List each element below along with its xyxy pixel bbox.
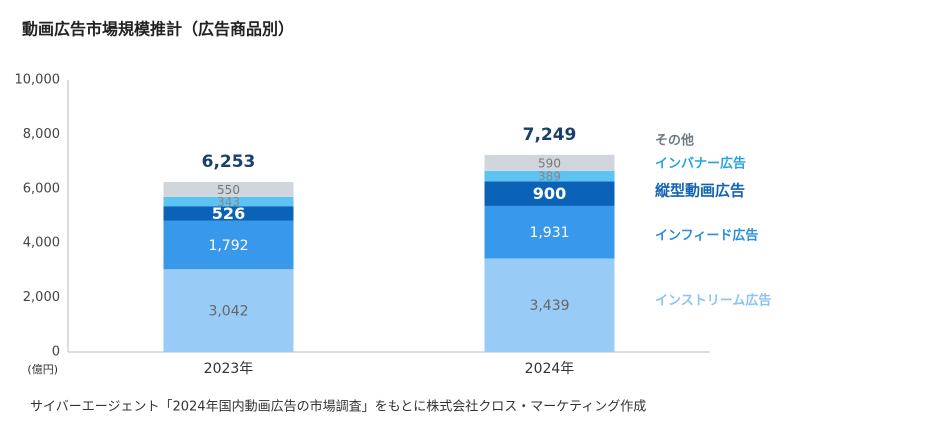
bar-segment	[484, 154, 615, 171]
bar-segment	[163, 181, 294, 197]
y-tick-label: 10,000	[15, 73, 61, 88]
y-tick-label: 0	[52, 345, 60, 360]
bar-segment	[163, 206, 294, 221]
y-unit-label: (億円)	[27, 363, 58, 376]
total-label: 7,249	[523, 125, 577, 145]
data-label: 550	[217, 183, 240, 197]
data-label: 900	[533, 184, 566, 203]
data-label: 389	[538, 170, 561, 184]
bar-segment	[484, 170, 615, 182]
data-label: 590	[538, 156, 561, 170]
bar-segment	[163, 220, 294, 270]
y-tick-label: 8,000	[23, 127, 60, 142]
y-tick-label: 2,000	[23, 290, 60, 305]
legend-label: インバナー広告	[655, 156, 746, 172]
x-tick-label: 2023年	[204, 361, 254, 377]
x-tick-label: 2024年	[525, 361, 575, 377]
bar-segment	[484, 181, 615, 206]
data-label: 526	[212, 204, 245, 223]
data-label: 343	[217, 195, 240, 209]
chart-title: 動画広告市場規模推計（広告商品別）	[22, 20, 294, 39]
data-label: 3,042	[208, 304, 248, 320]
bar-segment	[163, 196, 294, 207]
data-label: 1,931	[529, 225, 569, 241]
legend-label: その他	[655, 133, 694, 149]
total-label: 6,253	[202, 152, 256, 172]
legend-label: インフィード広告	[655, 228, 758, 244]
legend-label: 縦型動画広告	[655, 182, 745, 200]
data-label: 1,792	[208, 238, 248, 254]
legend-label: インストリーム広告	[655, 293, 771, 309]
bar-segment	[484, 205, 615, 259]
bar-segment	[484, 258, 615, 352]
source-note: サイバーエージェント「2024年国内動画広告の市場調査」をもとに株式会社クロス・…	[30, 399, 646, 415]
bar-segment	[163, 269, 294, 352]
data-label: 3,439	[529, 298, 569, 314]
y-tick-label: 6,000	[23, 181, 60, 196]
y-tick-label: 4,000	[23, 236, 60, 251]
